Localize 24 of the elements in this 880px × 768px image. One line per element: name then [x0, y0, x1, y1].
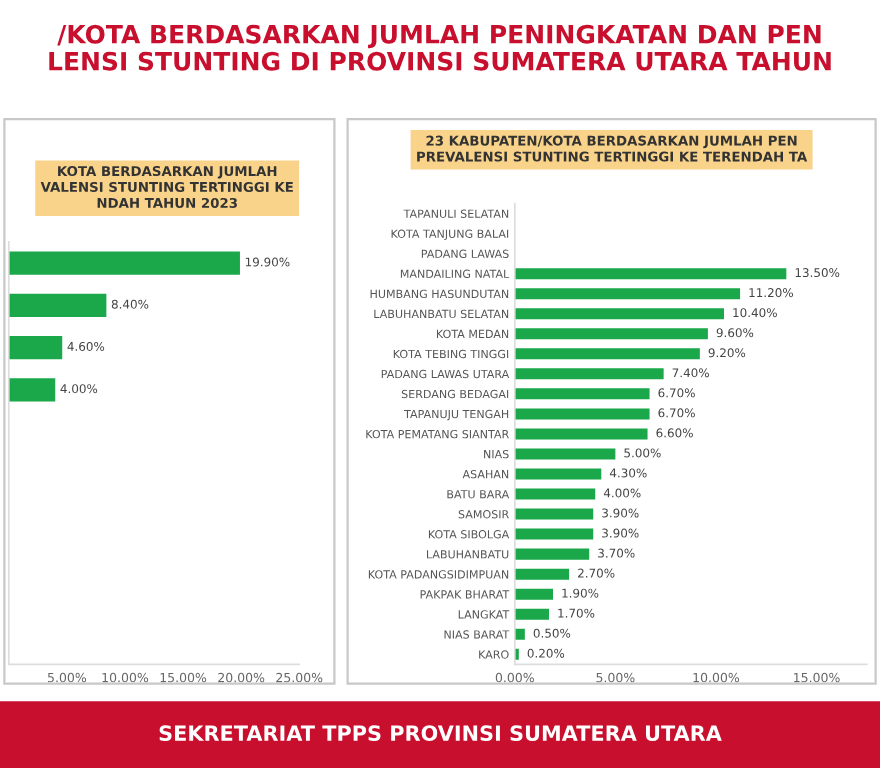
bar: [514, 388, 650, 400]
bar: [514, 448, 616, 460]
bar: [514, 588, 554, 600]
bar: [514, 608, 549, 620]
bar: [514, 488, 596, 500]
bar: [514, 348, 700, 360]
bar: [514, 548, 590, 560]
bar: [514, 308, 724, 320]
bar: [8, 378, 56, 402]
bar: [514, 288, 741, 300]
text: /KOTA BERDASARKAN JUMLAH PENINGKATAN DAN PEN LENSI STUNTING DI PROVINSI SUMATERA UTARA TAHUN: [49, 24, 831, 71]
bar: [8, 251, 240, 275]
bar: [514, 408, 650, 420]
bar: [514, 368, 664, 380]
bar: [514, 428, 648, 440]
bar: [8, 293, 107, 317]
bar: [514, 328, 708, 340]
bar: [514, 508, 594, 520]
bar: [514, 468, 602, 480]
bar: [514, 528, 594, 540]
bar: [514, 268, 787, 280]
bar: [8, 335, 63, 360]
bar: [514, 568, 570, 580]
text: SEKRETARIAT TPPS PROVINSI SUMATERA UTARA: [159, 725, 722, 742]
